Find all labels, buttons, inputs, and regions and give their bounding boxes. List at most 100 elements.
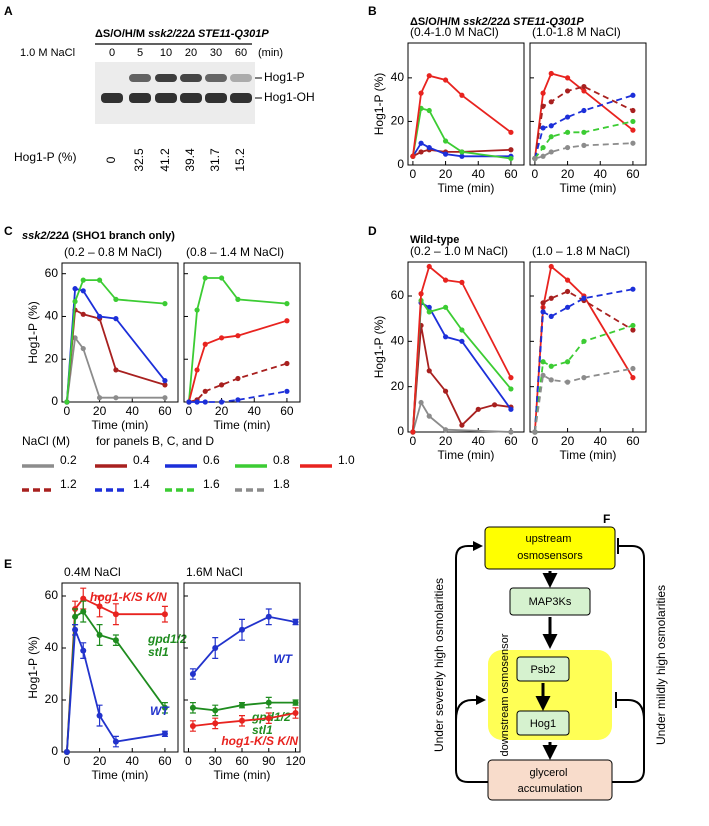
data-point: [235, 333, 241, 339]
x-tick-label: 60: [158, 404, 172, 418]
data-point: [508, 155, 514, 162]
data-point: [410, 153, 416, 159]
data-point: [564, 114, 571, 120]
x-tick-label: 40: [594, 434, 608, 448]
legend-label: 1.0: [338, 453, 355, 467]
diagram: upstream osmosensors MAP3Ks downstream o…: [432, 526, 668, 801]
title-part: ssk2/22Δ: [22, 230, 69, 242]
data-point: [630, 140, 636, 146]
data-point: [581, 338, 587, 344]
band-p: [230, 74, 252, 82]
data-point: [72, 613, 79, 620]
data-point: [426, 309, 432, 315]
data-point: [292, 699, 299, 706]
data-point: [564, 144, 571, 151]
y-axis-label: Hog1-P (%): [372, 73, 386, 135]
x-tick-label: 20: [93, 754, 107, 768]
data-point: [581, 107, 587, 114]
chart-subtitle: (0.2 – 1.0 M NaCl): [410, 244, 508, 258]
x-tick-label: 0: [186, 404, 193, 418]
x-tick-label: 40: [126, 754, 140, 768]
x-tick-label: 20: [439, 167, 453, 181]
data-point: [418, 140, 424, 146]
treatment-label: 1.0 M NaCl: [20, 47, 75, 59]
x-tick-label: 0: [64, 754, 71, 768]
data-point: [540, 372, 546, 378]
data-point: [548, 363, 554, 369]
legend-label: 0.6: [203, 453, 220, 467]
y-tick-label: 60: [45, 266, 59, 280]
data-point: [630, 365, 636, 372]
data-point: [548, 377, 554, 383]
data-point: [265, 699, 272, 706]
data-point: [265, 715, 272, 722]
data-point: [239, 717, 245, 724]
plot-frame: [61, 582, 179, 753]
legend-label: 1.4: [133, 477, 150, 491]
y-tick-label: 0: [51, 744, 58, 758]
data-point: [161, 611, 168, 618]
legend-label: 1.2: [60, 477, 77, 491]
data-point: [239, 702, 245, 709]
data-point: [112, 738, 119, 745]
data-point: [442, 277, 449, 283]
y-tick-label: 40: [391, 334, 405, 348]
x-tick-label: 60: [504, 167, 518, 181]
band-p: [129, 74, 151, 82]
series-line: [188, 277, 287, 403]
node-label: downstream osmosensor: [499, 633, 511, 756]
band-p: [155, 74, 177, 82]
series-line: [534, 85, 634, 159]
data-point: [581, 375, 587, 381]
band-label: Hog1-P: [264, 70, 305, 84]
node-box: [516, 710, 570, 736]
plot-frame: [407, 42, 525, 166]
quant-value: 32.5: [132, 148, 146, 172]
x-tick-label: 60: [235, 754, 249, 768]
y-tick-label: 40: [45, 309, 59, 323]
panel-letter: F: [603, 512, 610, 526]
y-tick-label: 0: [397, 424, 404, 438]
x-tick-label: 40: [126, 404, 140, 418]
y-axis-label: Hog1-P (%): [26, 636, 40, 698]
data-point: [459, 92, 465, 98]
panel-letter: A: [4, 4, 13, 18]
lane-unit: (min): [258, 47, 283, 59]
data-point: [212, 707, 219, 714]
data-point: [630, 118, 636, 125]
data-point: [532, 429, 538, 435]
data-point: [564, 88, 571, 94]
quant-label: Hog1-P (%): [14, 150, 76, 164]
x-tick-label: 20: [93, 404, 107, 418]
data-point: [418, 149, 424, 155]
y-tick-label: 20: [391, 114, 405, 128]
quant-value: 39.4: [183, 148, 197, 172]
data-point: [630, 286, 636, 292]
x-tick-label: 0: [532, 167, 539, 181]
data-point: [162, 382, 168, 388]
series-line: [66, 629, 166, 753]
panel-title: ssk2/22Δ (SHO1 branch only): [22, 230, 175, 242]
data-point: [284, 388, 290, 394]
data-point: [581, 83, 587, 90]
lane-label: 20: [185, 47, 197, 59]
title-part: ΔS/O/H/M: [410, 16, 463, 28]
x-axis-label: Time (min): [560, 181, 617, 195]
band-label: Hog1-OH: [264, 90, 315, 104]
data-point: [564, 304, 571, 310]
data-point: [426, 73, 432, 79]
y-tick-label: 0: [51, 394, 58, 408]
legend-title: NaCl (M): [22, 434, 70, 448]
y-tick-label: 40: [391, 70, 405, 84]
x-tick-label: 40: [594, 167, 608, 181]
x-axis-label: Time (min): [214, 418, 271, 432]
data-point: [548, 70, 554, 77]
data-point: [162, 378, 168, 384]
x-tick-label: 90: [262, 754, 276, 768]
series-line: [412, 325, 512, 433]
data-point: [161, 730, 168, 737]
data-point: [442, 77, 449, 83]
data-point: [540, 125, 546, 131]
series-line: [534, 324, 634, 433]
lane-label: 10: [160, 47, 172, 59]
